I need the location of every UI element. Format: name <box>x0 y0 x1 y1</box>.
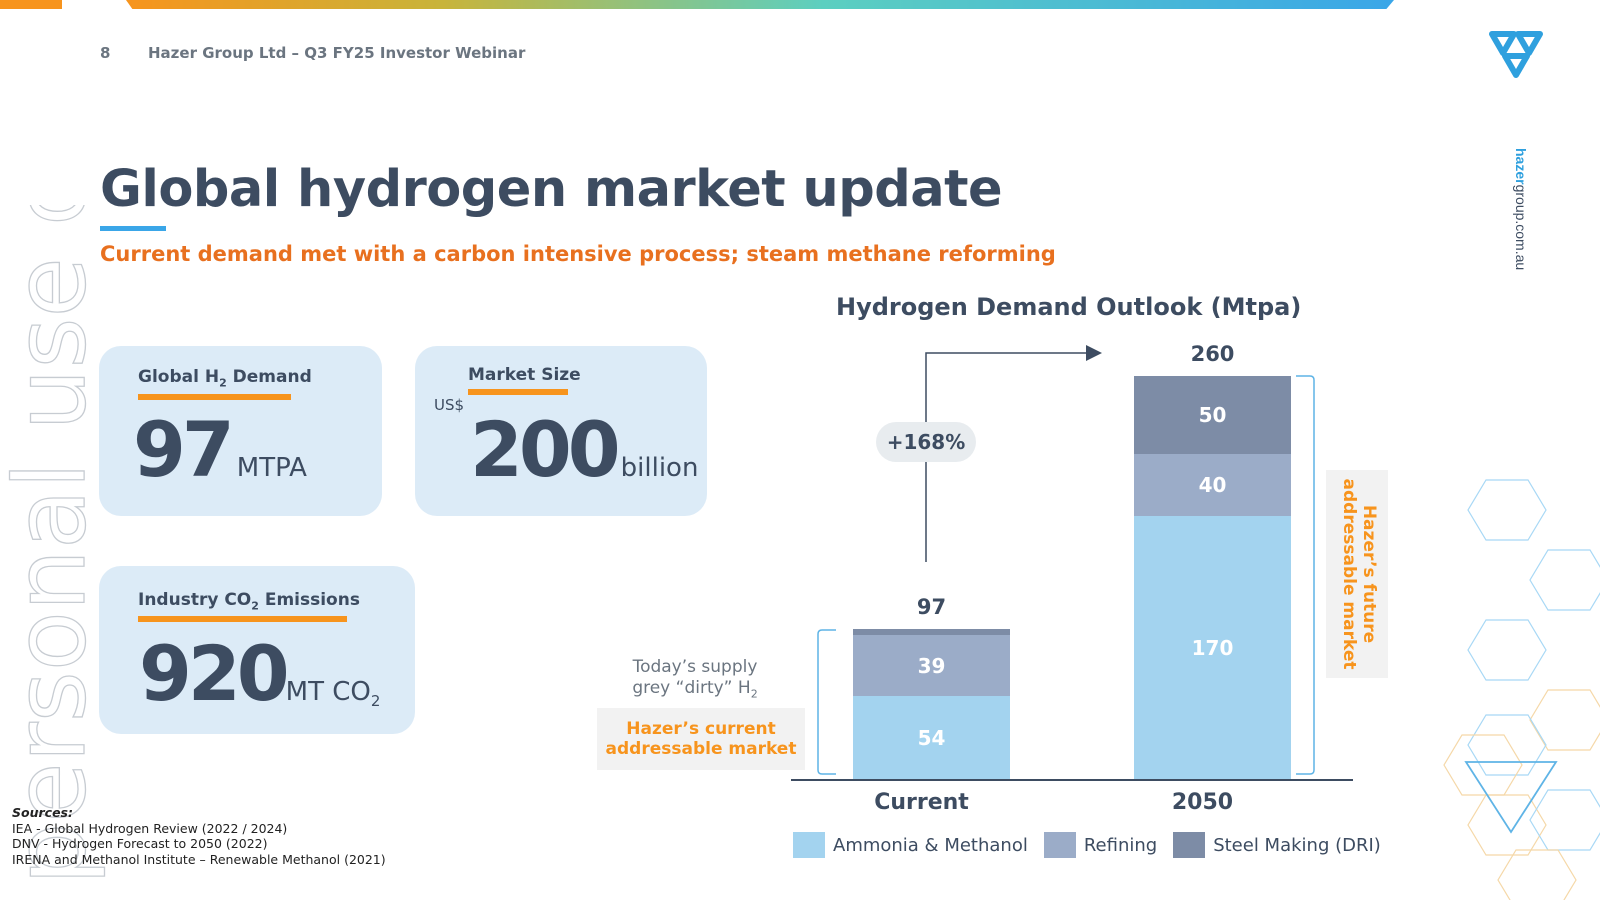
bar-value-label: 40 <box>1198 472 1227 497</box>
page-title: Global hydrogen market update <box>100 160 1003 219</box>
market-unit: billion <box>620 453 699 483</box>
watermark: personal use only <box>4 205 109 885</box>
title-underline <box>100 226 166 231</box>
legend-label: Ammonia & Methanol <box>833 834 1028 856</box>
bar-segment: 50 <box>1134 376 1291 454</box>
chart-legend: Ammonia & Methanol Refining Steel Making (… <box>793 832 1381 858</box>
legend-label: Steel Making (DRI) <box>1213 834 1381 856</box>
legend-swatch <box>1043 832 1076 858</box>
website-suffix: group.com.au <box>1513 185 1529 271</box>
bar-segment: 54 <box>853 696 1010 780</box>
market-card: Market Size US$ 200 billion <box>415 346 707 516</box>
legend-swatch <box>1173 832 1206 858</box>
page-subtitle: Current demand met with a carbon intensi… <box>100 242 1056 266</box>
top-accent-bar <box>126 0 1394 9</box>
market-value: 200 <box>470 405 621 494</box>
legend-label: Refining <box>1083 834 1158 856</box>
demand-card-rule <box>138 394 291 400</box>
emissions-card: Industry CO2 Emissions 920MT CO2 <box>99 566 415 734</box>
source-item: DNV - Hydrogen Forecast to 2050 (2022) <box>12 836 268 851</box>
hexagon-pattern-icon <box>1443 479 1600 900</box>
demand-value-group: 97 MTPA <box>133 412 307 488</box>
future-market-label: Hazer’s future addressable market <box>1339 479 1379 670</box>
emissions-value: 920 <box>139 629 290 718</box>
legend-item: Refining <box>1043 832 1158 858</box>
sources-heading: Sources: <box>12 805 73 820</box>
bar-value-label: 50 <box>1198 402 1227 427</box>
legend-item: Ammonia & Methanol <box>793 832 1028 858</box>
svg-text:addressable market: addressable market <box>1339 479 1359 670</box>
growth-arrow <box>925 345 1102 562</box>
hazer-logo-icon <box>1489 31 1543 78</box>
website-prefix: hazer <box>1513 148 1529 185</box>
chart-title: Hydrogen Demand Outlook (Mtpa) <box>836 293 1302 321</box>
demand-value: 97 <box>133 405 235 494</box>
market-card-label: Market Size <box>468 365 581 385</box>
current-bracket <box>817 629 836 775</box>
legend-item: Steel Making (DRI) <box>1173 832 1381 858</box>
future-bracket <box>1296 375 1315 775</box>
bar-segment: 39 <box>853 635 1010 697</box>
source-item: IRENA and Methanol Institute – Renewable… <box>12 851 386 867</box>
emissions-value-group: 920MT CO2 <box>139 636 380 712</box>
emissions-unit: MT CO2 <box>285 677 381 711</box>
x-tick-label: 2050 <box>1171 790 1234 815</box>
bar-segment <box>853 629 1010 636</box>
source-item: IEA - Global Hydrogen Review (2022 / 202… <box>12 820 288 836</box>
x-tick-label: Current <box>874 790 969 815</box>
top-accent-bar-left <box>0 0 62 9</box>
website-url: hazergroup.com.au <box>1513 148 1529 270</box>
emissions-card-label: Industry CO2 Emissions <box>138 590 360 613</box>
growth-label: +168% <box>876 422 976 462</box>
demand-card-label: Global H2 Demand <box>138 367 312 390</box>
svg-text:Hazer’s future: Hazer’s future <box>1359 505 1379 643</box>
future-market-box <box>1326 470 1388 678</box>
bar-total-label: 97 <box>916 595 947 620</box>
market-prefix: US$ <box>434 396 465 414</box>
bar-segment: 170 <box>1134 515 1291 780</box>
bar-segment: 40 <box>1134 453 1291 516</box>
market-value-group: 200 billion <box>470 412 698 488</box>
bar-value-label: 39 <box>917 653 946 678</box>
svg-text:hazergroup.com.au: hazergroup.com.au <box>1513 148 1529 270</box>
bar-total-label: 260 <box>1190 342 1235 366</box>
watermark-text: personal use only <box>4 205 108 885</box>
demand-card: Global H2 Demand 97 MTPA <box>99 346 382 516</box>
current-market-label: Hazer’s current addressable market <box>597 708 805 770</box>
bar-value-label: 170 <box>1191 635 1234 660</box>
emissions-card-rule <box>138 616 347 622</box>
market-card-rule <box>468 389 568 395</box>
demand-unit: MTPA <box>236 453 307 483</box>
x-axis-line <box>791 779 1353 781</box>
legend-swatch <box>793 832 825 858</box>
today-supply-label: Today’s supply grey “dirty” H2 <box>632 657 758 701</box>
header-text: Hazer Group Ltd – Q3 FY25 Investor Webin… <box>148 44 526 62</box>
bar-value-label: 54 <box>917 726 946 751</box>
sources: Sources: IEA - Global Hydrogen Review (2… <box>12 805 386 867</box>
page-number: 8 <box>100 44 111 62</box>
